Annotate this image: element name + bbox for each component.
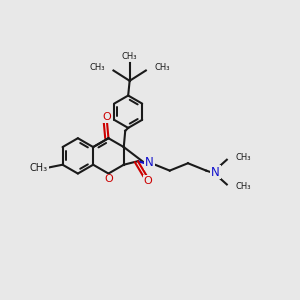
Text: CH₃: CH₃ <box>154 63 170 72</box>
Text: CH₃: CH₃ <box>122 52 137 61</box>
Text: O: O <box>143 176 152 186</box>
Text: O: O <box>104 174 113 184</box>
Text: CH₃: CH₃ <box>90 63 105 72</box>
Text: CH₃: CH₃ <box>30 163 48 173</box>
Text: N: N <box>145 156 154 169</box>
Text: CH₃: CH₃ <box>235 182 250 191</box>
Text: O: O <box>102 112 111 122</box>
Text: CH₃: CH₃ <box>235 153 250 162</box>
Text: N: N <box>211 166 220 178</box>
